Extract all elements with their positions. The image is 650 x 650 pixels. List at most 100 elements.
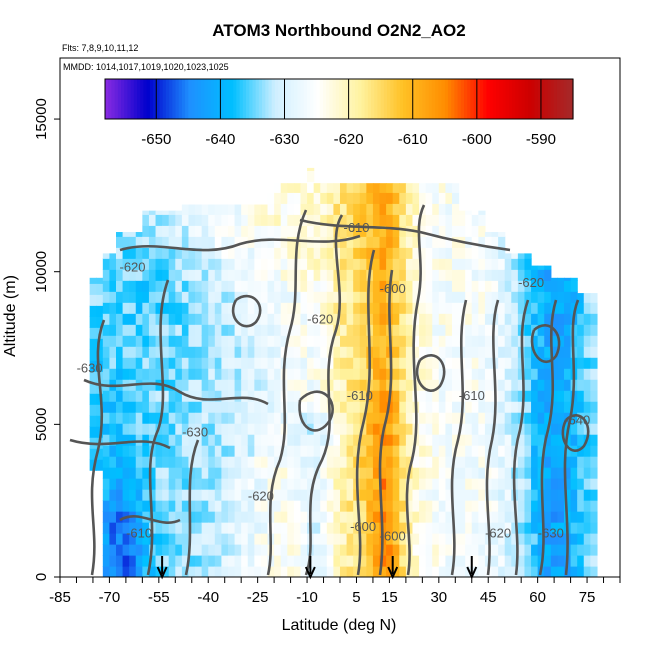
heatmap-cell (340, 555, 348, 567)
heatmap-cell (570, 277, 578, 281)
heatmap-cell (142, 247, 150, 259)
heatmap-cell (228, 204, 236, 215)
heatmap-cell (142, 324, 150, 336)
heatmap-cell (102, 291, 111, 303)
heatmap-cell (419, 302, 427, 314)
heatmap-cell (162, 390, 170, 402)
heatmap-cell (419, 280, 427, 292)
heatmap-cell (102, 253, 111, 259)
heatmap-cell (201, 247, 209, 259)
heatmap-cell (544, 489, 552, 501)
heatmap-cell (287, 291, 295, 303)
heatmap-cell (168, 412, 176, 424)
heatmap-cell (340, 183, 348, 193)
heatmap-cell (148, 214, 157, 226)
heatmap-cell (162, 313, 170, 325)
heatmap-cell (537, 401, 545, 413)
heatmap-cell (438, 236, 447, 248)
heatmap-cell (234, 357, 242, 369)
heatmap-cell (432, 280, 440, 292)
heatmap-cell (221, 478, 229, 490)
heatmap-cell (260, 269, 269, 281)
heatmap-cell (148, 478, 157, 490)
heatmap-cell (89, 305, 97, 317)
heatmap-cell (168, 544, 176, 556)
heatmap-cell (504, 522, 512, 534)
heatmap-cell (116, 357, 124, 369)
heatmap-cell (280, 214, 288, 226)
heatmap-cell (445, 291, 453, 303)
heatmap-cell (214, 511, 223, 523)
heatmap-cell (280, 489, 288, 501)
heatmap-cell (293, 183, 302, 193)
heatmap-cell (102, 258, 111, 270)
heatmap-cell (583, 544, 591, 556)
heatmap-cell (372, 456, 381, 468)
heatmap-cell (109, 324, 117, 336)
heatmap-cell (465, 467, 473, 479)
heatmap-cell (221, 533, 229, 545)
heatmap-cell (583, 555, 591, 567)
heatmap-cell (340, 533, 348, 545)
heatmap-cell (280, 192, 288, 204)
heatmap-cell (228, 335, 236, 347)
heatmap-cell (511, 566, 519, 577)
heatmap-cell (524, 456, 532, 468)
heatmap-cell (537, 269, 545, 281)
heatmap-cell (260, 291, 269, 303)
heatmap-cell (109, 544, 117, 556)
heatmap-cell (425, 291, 433, 303)
heatmap-cell (353, 423, 361, 435)
heatmap-cell (287, 368, 295, 380)
heatmap-cell (372, 225, 381, 237)
heatmap-cell (333, 522, 341, 534)
heatmap-cell (293, 291, 302, 303)
heatmap-cell (537, 313, 545, 325)
heatmap-cell (214, 500, 223, 512)
heatmap-cell (109, 566, 117, 577)
heatmap-cell (577, 489, 585, 501)
heatmap-cell (438, 489, 447, 501)
heatmap-cell (379, 269, 387, 281)
heatmap-cell (135, 434, 143, 446)
heatmap-cell (168, 280, 176, 292)
heatmap-cell (366, 183, 374, 193)
heatmap-cell (287, 511, 295, 523)
heatmap-cell (234, 544, 242, 556)
colorbar-swatch (377, 79, 382, 119)
heatmap-cell (372, 445, 381, 457)
heatmap-cell (557, 456, 565, 468)
heatmap-cell (135, 313, 143, 325)
heatmap-cell (260, 379, 269, 391)
heatmap-cell (195, 390, 203, 402)
heatmap-cell (96, 349, 104, 361)
heatmap-cell (280, 225, 288, 237)
contour-line (530, 324, 561, 363)
heatmap-cell (129, 232, 137, 237)
heatmap-cell (280, 522, 288, 534)
heatmap-cell (544, 434, 552, 446)
heatmap-cell (386, 225, 394, 237)
heatmap-cell (260, 544, 269, 556)
contour-label: -630 (538, 525, 564, 540)
heatmap-cell (168, 368, 176, 380)
heatmap-cell (293, 368, 302, 380)
contour-line (266, 209, 308, 576)
heatmap-cell (452, 566, 460, 577)
colorbar-swatch (361, 79, 366, 119)
heatmap-cell (320, 280, 328, 292)
x-tick-label: 75 (579, 589, 596, 606)
heatmap-cell (96, 305, 104, 317)
heatmap-cell (287, 423, 295, 435)
heatmap-cell (109, 253, 117, 259)
heatmap-cell (465, 368, 473, 380)
heatmap-cell (188, 335, 196, 347)
heatmap-cell (201, 511, 209, 523)
heatmap-cell (320, 412, 328, 424)
colorbar-swatch (348, 79, 353, 119)
colorbar-swatch (153, 79, 157, 119)
heatmap-cell (405, 412, 414, 424)
heatmap-cell (307, 247, 315, 259)
contour-label: -600 (380, 281, 406, 296)
heatmap-cell (458, 445, 466, 457)
